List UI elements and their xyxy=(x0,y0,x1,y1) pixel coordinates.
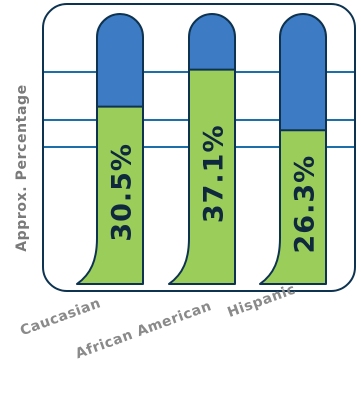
data-label: 30.5% xyxy=(107,143,138,242)
data-label: 37.1% xyxy=(199,124,230,223)
bar-group: 37.1% xyxy=(168,13,236,285)
bar-group: 30.5% xyxy=(76,13,144,285)
y-axis-label: Approx. Percentage xyxy=(14,84,30,252)
bar-group: 26.3% xyxy=(259,13,327,285)
bar xyxy=(259,129,327,285)
bar xyxy=(168,68,236,285)
bar xyxy=(76,105,144,285)
category-label: Caucasian xyxy=(18,295,103,339)
data-label: 26.3% xyxy=(290,155,321,254)
